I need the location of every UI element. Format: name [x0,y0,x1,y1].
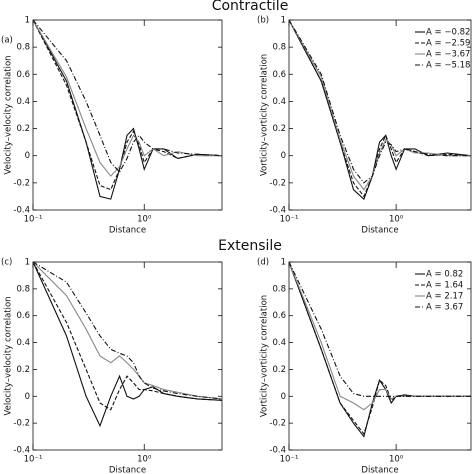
y-tick-label: 0.2 [272,124,286,134]
data-line [288,19,472,198]
section-heading: Extensile [218,238,282,254]
legend-label: A = 2.17 [426,292,463,302]
data-line [288,19,471,184]
x-axis-label: Distance [109,226,146,236]
y-tick-label: -0.4 [13,446,30,456]
x-tick-label: 10⁰ [389,455,404,465]
y-tick-label: -0.4 [13,206,30,216]
panel-label: (b) [257,16,269,26]
x-tick-label: 10⁻¹ [280,215,299,225]
plot-frame [288,19,472,211]
x-tick-label: 10⁻¹ [280,455,299,465]
panel-label: (d) [257,258,269,268]
x-tick-label: 10⁻¹ [24,215,43,225]
y-tick-label: 0.2 [16,124,30,134]
x-axis-label: Distance [361,226,398,236]
legend-label: A = −0.82 [426,28,470,38]
y-tick-label: 0.6 [272,70,286,80]
y-tick-label: 0.6 [16,311,30,321]
x-axis-label: Distance [361,466,398,474]
y-tick-label: 1 [25,258,30,268]
data-line [32,19,223,191]
plot-frame [32,261,223,451]
data-line [32,19,222,177]
y-axis-label: Velocity–velocity correlation [4,296,14,415]
y-tick-label: -0.2 [269,178,286,188]
legend-label: A = 0.82 [426,270,463,280]
y-tick-label: 0 [25,151,30,161]
y-tick-label: 0.8 [272,43,286,53]
data-line [32,19,223,173]
data-line [32,261,223,400]
y-axis-label: Vorticity–vorticity correlation [260,295,270,417]
legend-label: A = 3.67 [426,303,463,313]
data-line [32,261,223,400]
plot-frame [32,19,223,211]
y-tick-label: 0.4 [16,97,30,107]
data-line [288,261,471,397]
y-tick-label: 1 [25,16,30,26]
y-axis-label: Velocity–velocity correlation [4,55,14,174]
y-tick-label: -0.4 [269,206,286,216]
y-tick-label: -0.2 [13,419,30,429]
y-tick-label: 0.4 [16,338,30,348]
x-tick-label: 10⁰ [137,215,152,225]
y-tick-label: 0.4 [272,338,286,348]
y-tick-label: -0.4 [269,446,286,456]
plot-frame [288,261,472,451]
y-tick-label: 0.8 [272,284,286,294]
x-axis-label: Distance [109,466,146,474]
y-tick-label: 0.6 [16,70,30,80]
legend-label: A = −2.59 [426,39,470,49]
data-line [32,261,223,428]
x-tick-label: 10⁻¹ [24,455,43,465]
legend-label: A = −3.67 [426,50,470,60]
y-tick-label: 1 [281,16,286,26]
legend-label: A = 1.64 [426,281,463,291]
y-tick-label: 0 [281,151,286,161]
y-tick-label: 0.8 [16,284,30,294]
x-tick-label: 10⁰ [137,455,152,465]
y-tick-label: -0.2 [13,178,30,188]
y-tick-label: 0.6 [272,311,286,321]
section-heading: Contractile [212,0,289,14]
data-line [32,261,223,411]
y-tick-label: 0.8 [16,43,30,53]
y-tick-label: 1 [281,258,286,268]
x-tick-label: 10⁰ [389,215,404,225]
y-axis-label: Vorticity–vorticity correlation [260,54,270,176]
y-tick-label: 0.4 [272,97,286,107]
panel-label: (c) [1,258,12,268]
y-tick-label: 0.2 [272,365,286,375]
y-tick-label: 0 [281,392,286,402]
panel-label: (a) [1,36,13,46]
y-tick-label: 0 [25,392,30,402]
data-line [32,19,223,200]
legend-label: A = −5.18 [426,61,470,71]
y-tick-label: 0.2 [16,365,30,375]
y-tick-label: -0.2 [269,419,286,429]
